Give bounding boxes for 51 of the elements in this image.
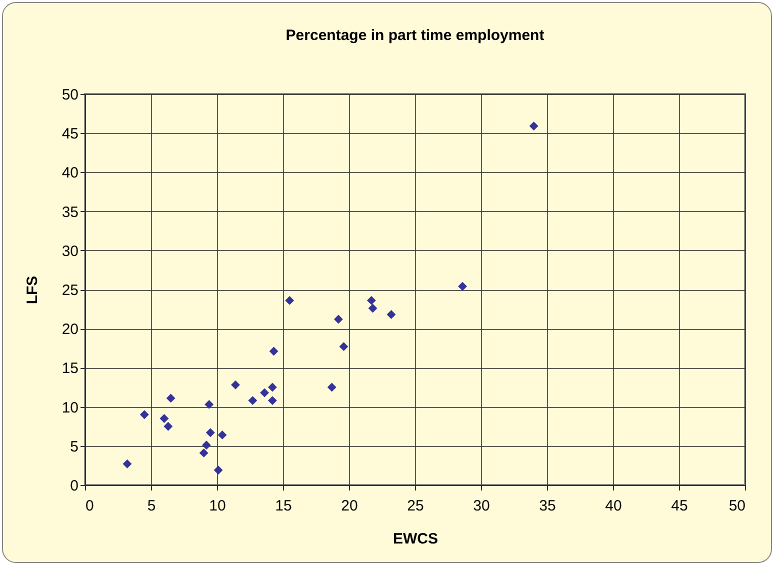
point: [366, 296, 376, 305]
x-axis-title: EWCS: [393, 530, 438, 548]
y-tick-label: 10: [62, 399, 78, 416]
chart-title: Percentage in part time employment: [286, 27, 544, 44]
y-tick-label: 30: [62, 242, 78, 260]
point: [140, 410, 149, 420]
point: [268, 382, 277, 392]
point: [122, 459, 132, 468]
point: [248, 396, 258, 406]
point: [199, 448, 208, 458]
point: [285, 296, 294, 305]
x-tick-label: 50: [728, 498, 746, 514]
point: [260, 388, 269, 398]
y-tick-label: 5: [70, 438, 78, 456]
point: [327, 382, 336, 392]
point: [206, 428, 215, 438]
y-axis-title: LFS: [24, 276, 41, 304]
x-tick-label: 40: [605, 498, 622, 514]
y-tick-label: 40: [62, 164, 78, 182]
x-tick-label: 35: [539, 498, 556, 514]
x-tick-label: 0: [86, 498, 94, 514]
x-tick-label: 5: [147, 498, 156, 514]
point: [268, 396, 277, 406]
point: [269, 346, 278, 356]
point: [368, 304, 378, 313]
point: [160, 414, 169, 423]
point: [529, 122, 538, 131]
y-tick-label: 20: [62, 321, 78, 338]
point: [202, 440, 211, 450]
point: [204, 400, 214, 409]
x-tick-label: 45: [671, 498, 688, 514]
point: [164, 422, 173, 431]
x-tick-label: 30: [473, 498, 490, 514]
point: [166, 394, 176, 403]
point: [231, 380, 240, 390]
y-tick-label: 0: [70, 478, 78, 494]
point: [214, 466, 223, 475]
y-tick-label: 50: [62, 86, 78, 104]
y-tick-label: 45: [62, 126, 78, 143]
point: [334, 314, 343, 324]
point: [458, 282, 467, 291]
y-tick-label: 15: [62, 360, 78, 378]
x-tick-label: 15: [275, 498, 292, 514]
point: [386, 310, 396, 319]
point: [339, 342, 348, 352]
x-tick-label: 10: [209, 498, 226, 514]
x-tick-label: 20: [341, 498, 358, 514]
x-tick-label: 25: [407, 498, 424, 514]
y-tick-label: 35: [62, 204, 78, 221]
point: [218, 430, 227, 440]
y-tick-label: 25: [62, 282, 78, 299]
